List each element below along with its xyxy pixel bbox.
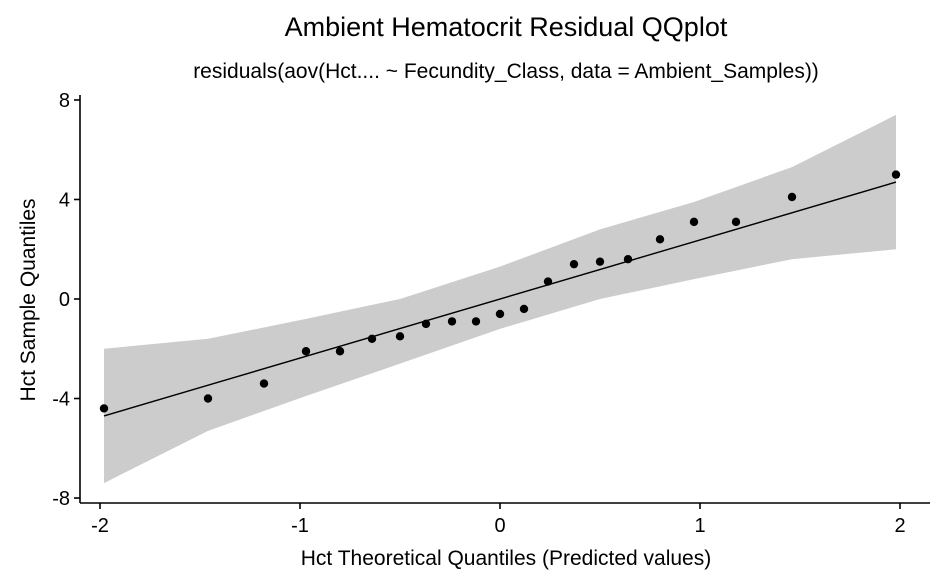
x-tick-label: -2 [91, 515, 109, 537]
x-tick-label: 1 [694, 515, 705, 537]
data-point [655, 235, 665, 244]
data-point [301, 347, 311, 356]
data-point [471, 317, 481, 326]
x-tick-label: -1 [291, 515, 309, 537]
data-point [623, 254, 633, 264]
y-axis-title: Hct Sample Quantiles [17, 198, 40, 401]
fit-line-layer [103, 181, 897, 417]
points-layer [99, 170, 901, 413]
data-point [787, 192, 797, 202]
data-point [891, 170, 901, 179]
data-point [99, 404, 109, 413]
x-tick-label: 0 [494, 515, 505, 537]
x-axis-title: Hct Theoretical Quantiles (Predicted val… [301, 547, 711, 570]
data-point [543, 277, 553, 286]
axes-layer: -8 -4 0 4 8 -2 -1 0 1 2 [52, 90, 930, 537]
data-point [519, 304, 529, 314]
data-point [731, 217, 741, 227]
data-point [203, 394, 213, 403]
fit-line [103, 181, 897, 417]
data-point [335, 347, 345, 356]
data-point [395, 332, 405, 341]
x-tick-label: 2 [894, 515, 905, 537]
data-point [495, 309, 505, 319]
y-tick-label: 0 [59, 289, 70, 311]
data-point [689, 217, 699, 227]
data-point [259, 379, 269, 388]
chart-subtitle: residuals(aov(Hct.... ~ Fecundity_Class,… [193, 60, 819, 83]
y-tick-label: -4 [52, 389, 70, 411]
data-point [447, 317, 457, 326]
y-tick-label: 4 [59, 189, 70, 211]
y-tick-label: -8 [52, 488, 70, 510]
data-point [569, 259, 579, 269]
chart-title: Ambient Hematocrit Residual QQplot [285, 12, 728, 42]
data-point [595, 257, 605, 266]
y-tick-label: 8 [59, 90, 70, 112]
data-point [421, 319, 431, 329]
data-point [367, 334, 377, 344]
